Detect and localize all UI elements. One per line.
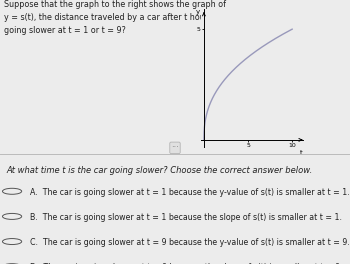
Text: C.  The car is going slower at t = 9 because the y-value of s(t) is smaller at t: C. The car is going slower at t = 9 beca… bbox=[30, 238, 350, 247]
Text: A.  The car is going slower at t = 1 because the y-value of s(t) is smaller at t: A. The car is going slower at t = 1 beca… bbox=[30, 188, 350, 197]
Text: Suppose that the graph to the right shows the graph of
y = s(t), the distance tr: Suppose that the graph to the right show… bbox=[4, 0, 254, 35]
Text: y: y bbox=[195, 9, 199, 15]
Text: D.  The car is going slower at t = 9 because the slope of s(t) is smaller at t =: D. The car is going slower at t = 9 beca… bbox=[30, 263, 343, 264]
Text: ···: ··· bbox=[171, 143, 179, 152]
Text: At what time t is the car going slower? Choose the correct answer below.: At what time t is the car going slower? … bbox=[7, 166, 313, 175]
Text: B.  The car is going slower at t = 1 because the slope of s(t) is smaller at t =: B. The car is going slower at t = 1 beca… bbox=[30, 213, 342, 222]
Text: t: t bbox=[300, 150, 302, 156]
